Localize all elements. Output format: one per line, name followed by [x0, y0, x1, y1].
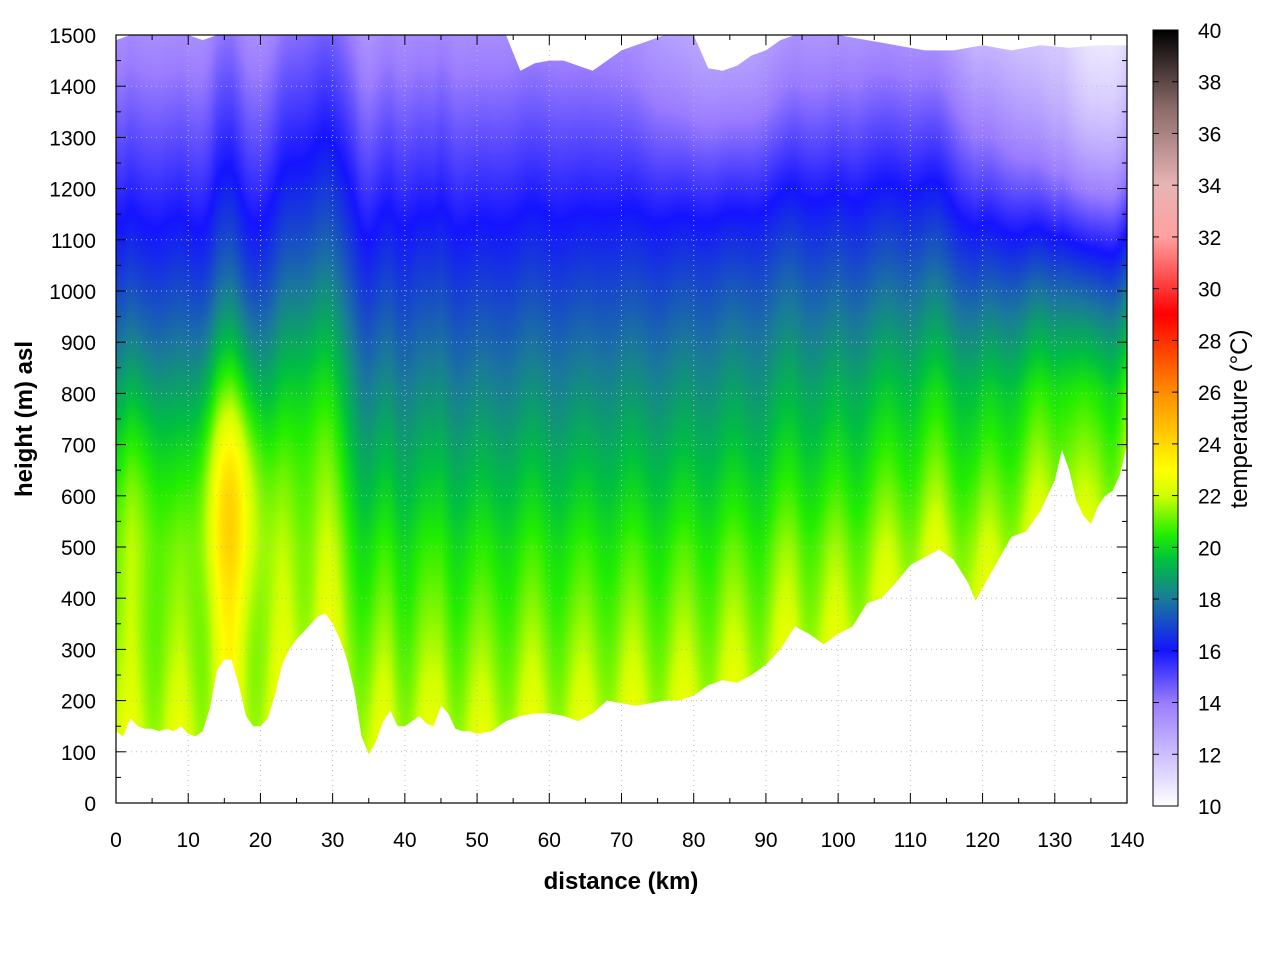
x-tick-label: 10	[177, 829, 200, 852]
y-tick-label: 700	[61, 435, 96, 458]
colorbar-ticks: 10 12 14 16 18 20 22 24 26 28 30 32 34 36 38 40	[1153, 20, 1222, 819]
y-tick-label: 1500	[49, 25, 96, 48]
colorbar-tick-label: 36	[1198, 123, 1221, 146]
grid-lines	[116, 35, 1127, 803]
y-tick-label: 600	[61, 486, 96, 509]
y-tick-label: 400	[61, 588, 96, 611]
colorbar-tick-label: 16	[1198, 641, 1221, 664]
x-tick-label: 40	[393, 829, 416, 852]
colorbar-tick-label: 14	[1198, 693, 1222, 716]
colorbar-tick-label: 10	[1198, 796, 1221, 819]
x-tick-label: 20	[249, 829, 272, 852]
x-tick-label: 140	[1109, 829, 1144, 852]
x-tick-label: 120	[965, 829, 1000, 852]
x-tick-label: 100	[821, 829, 856, 852]
colorbar-tick-label: 30	[1198, 279, 1221, 302]
x-tick-label: 130	[1037, 829, 1072, 852]
y-tick-label: 1300	[49, 127, 96, 150]
x-axis-title: distance (km)	[544, 868, 699, 895]
y-axis: 0 100 200 300 400 500 600 700 800 900 1000 1100 1200…	[49, 25, 1127, 816]
y-tick-label: 1400	[49, 76, 96, 99]
colorbar-tick-label: 20	[1198, 537, 1221, 560]
colorbar-tick-label: 22	[1198, 486, 1221, 509]
y-axis-title: height (m) asl	[11, 341, 38, 497]
y-tick-label: 1100	[51, 230, 96, 253]
y-tick-label: 1200	[49, 179, 96, 202]
y-tick-label: 900	[61, 332, 96, 355]
colorbar-tick-label: 40	[1198, 20, 1221, 43]
y-tick-label: 500	[61, 537, 96, 560]
colorbar-tick-label: 18	[1198, 589, 1221, 612]
x-tick-label: 60	[538, 829, 561, 852]
colorbar: 10 12 14 16 18 20 22 24 26 28 30 32 34 36 38 40 tempera…	[1152, 20, 1253, 819]
colorbar-gradient	[1152, 29, 1179, 807]
y-tick-label: 0	[84, 793, 96, 816]
colorbar-tick-label: 26	[1198, 382, 1221, 405]
y-tick-label: 100	[61, 742, 96, 765]
colorbar-tick-label: 32	[1198, 227, 1221, 250]
x-tick-label: 90	[754, 829, 777, 852]
x-tick-label: 80	[682, 829, 705, 852]
y-tick-label: 800	[61, 383, 96, 406]
x-tick-label: 0	[110, 829, 122, 852]
x-tick-label: 30	[321, 829, 344, 852]
x-tick-label: 70	[610, 829, 633, 852]
plot-area: 0 10 20 30 40 50 60 70 80 90 100 110 120 130 140 0 100 2…	[49, 25, 1144, 852]
y-tick-label: 1000	[49, 281, 96, 304]
colorbar-tick-label: 34	[1198, 175, 1222, 198]
y-tick-label: 300	[61, 639, 96, 662]
colorbar-tick-label: 38	[1198, 72, 1221, 95]
colorbar-tick-label: 28	[1198, 330, 1221, 353]
x-tick-label: 110	[894, 829, 927, 852]
x-tick-label: 50	[465, 829, 488, 852]
x-axis: 0 10 20 30 40 50 60 70 80 90 100 110 120 130 140	[110, 35, 1145, 852]
colorbar-tick-label: 12	[1198, 744, 1221, 767]
colorbar-tick-label: 24	[1198, 434, 1222, 457]
colorbar-title: temperature (°C)	[1226, 330, 1253, 509]
y-tick-label: 200	[61, 691, 96, 714]
